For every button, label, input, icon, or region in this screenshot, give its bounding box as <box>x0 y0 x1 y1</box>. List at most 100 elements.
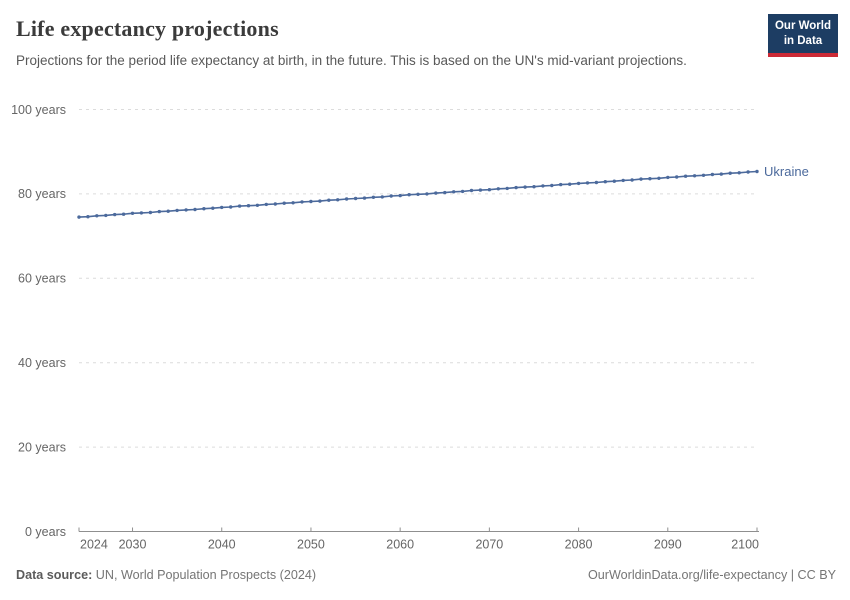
owid-logo-line1: Our World <box>774 20 831 32</box>
y-axis-tick-label: 20 years <box>18 440 66 454</box>
data-point <box>737 171 741 175</box>
data-point <box>568 182 572 186</box>
data-point <box>184 208 188 212</box>
y-axis-tick-label: 40 years <box>18 356 66 370</box>
data-point <box>264 202 268 207</box>
chart-subtitle: Projections for the period life expectan… <box>16 53 687 68</box>
x-axis-tick-label: 2030 <box>119 538 147 552</box>
data-point <box>389 194 393 198</box>
y-axis-tick-label: 60 years <box>18 272 66 286</box>
data-point <box>344 197 349 201</box>
data-point <box>576 181 581 186</box>
data-point <box>550 183 554 188</box>
data-point <box>469 188 474 193</box>
x-axis-tick-label: 2060 <box>386 538 414 552</box>
data-point <box>559 182 563 187</box>
x-axis-tick-label: 2100 <box>731 538 759 552</box>
data-source-label: Data source: <box>16 568 93 582</box>
x-axis-tick-label: 2040 <box>208 538 236 552</box>
data-point <box>336 198 340 202</box>
data-point <box>692 174 697 178</box>
data-point <box>612 179 616 183</box>
x-axis-tick-label: 2050 <box>297 538 325 552</box>
data-point <box>318 199 322 203</box>
y-axis-tick-label: 80 years <box>18 187 66 201</box>
data-point <box>701 173 706 177</box>
data-point <box>496 187 500 191</box>
data-point <box>648 177 652 181</box>
data-point <box>327 198 331 202</box>
series-label-ukraine[interactable]: Ukraine <box>764 164 809 179</box>
data-point <box>300 200 304 204</box>
data-point <box>398 193 402 198</box>
data-point <box>541 184 545 188</box>
x-axis-tick-label: 2080 <box>565 538 593 552</box>
data-point <box>425 192 429 196</box>
data-point <box>443 190 447 195</box>
data-point <box>728 171 732 175</box>
data-point <box>755 169 759 174</box>
data-point <box>478 188 483 192</box>
data-point <box>407 193 411 197</box>
data-point <box>255 203 260 207</box>
data-point <box>719 172 723 176</box>
data-point <box>113 212 117 217</box>
data-point <box>291 201 295 205</box>
page-title: Life expectancy projections <box>16 16 279 41</box>
data-point <box>746 170 750 174</box>
y-axis-tick-label: 100 years <box>11 103 66 117</box>
x-axis-tick-label: 2024 <box>80 538 108 552</box>
data-point <box>630 178 634 182</box>
data-point <box>237 204 242 208</box>
data-point <box>121 212 126 216</box>
data-point <box>175 208 179 213</box>
data-point <box>104 213 108 218</box>
data-point <box>211 206 215 210</box>
data-point <box>621 178 625 183</box>
data-point <box>362 196 367 200</box>
x-axis-tick-label: 2090 <box>654 538 682 552</box>
data-point <box>657 176 661 180</box>
data-point <box>309 199 313 204</box>
data-point <box>229 205 233 209</box>
y-axis-tick-label: 0 years <box>25 525 66 539</box>
owid-logo-line2: in Data <box>783 34 823 47</box>
data-point <box>487 188 492 192</box>
data-point <box>710 172 715 177</box>
data-point <box>130 211 135 215</box>
x-axis-tick-label: 2070 <box>475 538 503 552</box>
data-point <box>505 186 509 191</box>
data-point <box>603 180 607 184</box>
data-point <box>166 209 170 213</box>
data-point <box>86 215 90 219</box>
data-point <box>452 190 456 194</box>
data-point <box>77 215 81 219</box>
data-point <box>148 210 153 215</box>
data-point <box>371 195 376 199</box>
data-point <box>675 175 679 179</box>
owid-logo[interactable]: Our World in Data <box>768 14 838 57</box>
data-source-value: UN, World Population Prospects (2024) <box>92 568 317 582</box>
data-point <box>460 189 465 194</box>
data-point <box>532 185 536 189</box>
data-point <box>594 180 599 185</box>
data-source-note: Data source: UN, World Population Prospe… <box>16 568 316 582</box>
data-point <box>523 185 527 189</box>
data-point <box>273 202 277 206</box>
data-point <box>139 211 144 215</box>
data-point <box>202 207 206 211</box>
owid-attribution-link[interactable]: OurWorldinData.org/life-expectancy | CC … <box>587 568 836 582</box>
data-point <box>353 196 358 201</box>
data-point <box>683 174 688 178</box>
data-point <box>220 205 224 210</box>
data-point <box>282 201 286 205</box>
data-point <box>639 177 643 181</box>
chart-footer: Data source: UN, World Population Prospe… <box>16 568 836 582</box>
data-point <box>95 214 99 218</box>
data-point <box>585 181 590 185</box>
data-point <box>434 191 438 195</box>
data-point <box>380 195 384 199</box>
data-point <box>193 207 197 212</box>
